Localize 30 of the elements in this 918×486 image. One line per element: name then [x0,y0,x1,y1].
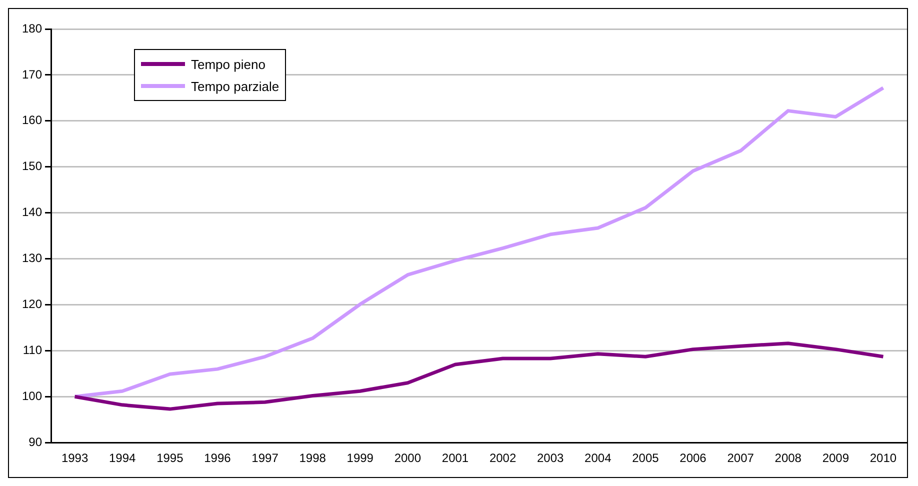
x-tick-label: 1994 [109,451,136,466]
x-tick-label: 2005 [632,451,660,466]
y-tick-label: 180 [22,21,42,36]
x-tick-label: 2002 [489,451,516,466]
x-tick-label: 2000 [394,451,422,466]
x-tick-label: 1998 [299,451,326,466]
x-tick-label: 1999 [346,451,374,466]
legend-label: Tempo pieno [191,56,266,72]
x-tick-label: 2001 [442,451,469,466]
x-tick-label: 2004 [584,451,612,466]
y-tick-label: 100 [22,388,42,403]
y-tick-label: 140 [22,205,42,220]
y-tick-label: 90 [28,434,42,449]
x-tick-label: 1993 [61,451,88,466]
x-tick-label: 1997 [252,451,279,466]
x-tick-label: 2009 [822,451,850,466]
x-tick-label: 2006 [680,451,707,466]
y-tick-label: 160 [22,113,42,128]
y-tick-label: 110 [22,343,42,357]
legend-label: Tempo parziale [191,78,280,94]
x-tick-label: 2008 [774,451,802,466]
y-tick-label: 130 [22,251,42,266]
x-tick-label: 2007 [727,451,754,466]
x-tick-label: 2010 [870,451,897,466]
x-tick-label: 2003 [536,451,564,466]
x-tick-label: 1996 [204,451,232,466]
y-tick-label: 150 [22,159,42,174]
x-tick-label: 1995 [156,451,184,466]
y-tick-label: 120 [22,297,42,312]
y-tick-label: 170 [22,67,42,82]
